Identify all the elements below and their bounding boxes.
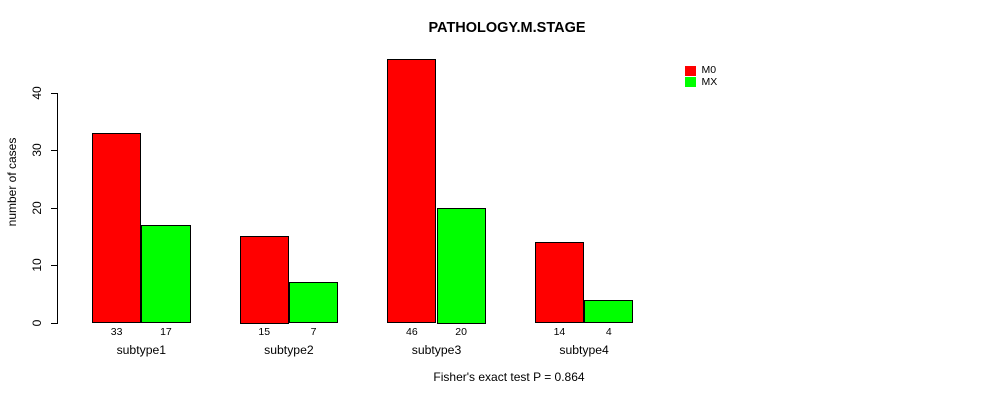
bar-mx-subtype4 bbox=[584, 299, 634, 324]
bar-mx-subtype2 bbox=[288, 282, 339, 324]
bar-m0-subtype4 bbox=[534, 242, 585, 324]
legend-swatch-m0-icon bbox=[685, 65, 696, 76]
bar-mx-subtype3 bbox=[436, 207, 486, 324]
legend-label-mx: MX bbox=[701, 75, 718, 88]
bar-value-label-m0-subtype2: 15 bbox=[258, 326, 271, 338]
bar-mx-subtype1 bbox=[141, 224, 191, 324]
bar-m0-subtype1 bbox=[92, 133, 142, 324]
legend: M0 MX bbox=[685, 65, 717, 88]
y-axis-tick-label: 30 bbox=[30, 143, 44, 158]
bar-value-label-m0-subtype3: 46 bbox=[406, 326, 418, 338]
y-axis-tick bbox=[51, 207, 58, 209]
bar-value-label-mx-subtype3: 20 bbox=[455, 326, 467, 338]
bar-value-label-mx-subtype4: 4 bbox=[605, 326, 612, 338]
y-axis-tick bbox=[51, 322, 58, 324]
x-axis-category-label-subtype3: subtype3 bbox=[411, 343, 462, 357]
legend-entry-m0: M0 bbox=[685, 65, 717, 77]
y-axis-tick bbox=[51, 265, 58, 267]
x-axis-category-label-subtype1: subtype1 bbox=[116, 343, 167, 357]
y-axis-tick-label: 10 bbox=[30, 258, 44, 272]
legend-swatch-mx-icon bbox=[685, 77, 696, 88]
bar-m0-subtype2 bbox=[239, 236, 289, 324]
bar-value-label-m0-subtype4: 14 bbox=[553, 326, 566, 338]
legend-label-m0: M0 bbox=[701, 64, 717, 77]
fisher-test-annotation: Fisher's exact test P = 0.864 bbox=[433, 370, 585, 384]
y-axis-tick-label: 20 bbox=[30, 201, 44, 215]
x-axis-category-label-subtype4: subtype4 bbox=[559, 343, 609, 357]
legend-entry-mx: MX bbox=[685, 75, 718, 89]
bar-value-label-mx-subtype1: 17 bbox=[160, 326, 172, 338]
y-axis-tick bbox=[51, 93, 58, 94]
chart-title: PATHOLOGY.M.STAGE bbox=[428, 20, 586, 36]
y-axis-tick bbox=[51, 150, 58, 152]
y-axis-tick-label: 40 bbox=[30, 86, 44, 100]
bar-value-label-m0-subtype1: 33 bbox=[110, 326, 123, 338]
bar-value-label-mx-subtype2: 7 bbox=[310, 326, 317, 338]
bar-m0-subtype3 bbox=[387, 58, 437, 324]
y-axis-tick-label: 0 bbox=[30, 319, 44, 326]
x-axis-category-label-subtype2: subtype2 bbox=[264, 343, 314, 357]
